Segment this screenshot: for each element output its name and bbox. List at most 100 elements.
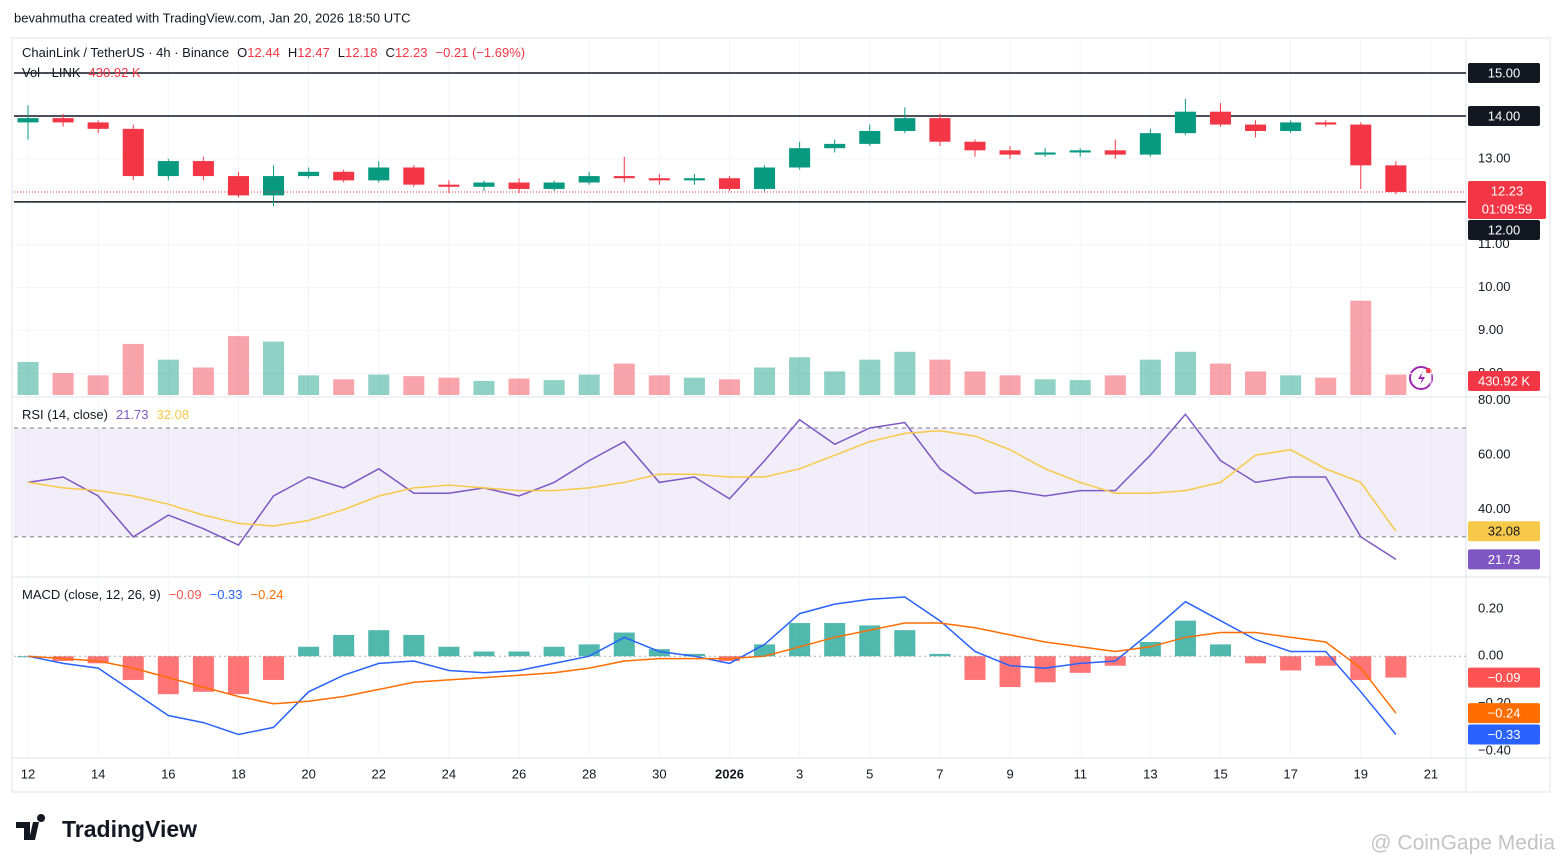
legend: MACD (close, 12, 26, 9) −0.09 −0.33 −0.24	[22, 587, 283, 602]
ohlc-value: 12.47	[297, 45, 330, 60]
rsi-band	[14, 427, 1466, 537]
candle-body	[718, 178, 740, 189]
x-tick-label: 19	[1354, 766, 1368, 781]
x-tick-label: 3	[796, 766, 803, 781]
histogram-bar	[1034, 656, 1056, 683]
volume-bar	[1174, 351, 1196, 395]
y-tick-label: 0.00	[1478, 648, 1503, 663]
volume-bar	[1139, 359, 1161, 395]
candle-body	[227, 176, 249, 196]
candle-body	[1034, 152, 1056, 155]
volume-bar	[508, 378, 530, 395]
volume-bar	[824, 371, 846, 395]
x-tick-label: 28	[582, 766, 596, 781]
volume-bar	[227, 336, 249, 395]
volume-bar	[87, 375, 109, 395]
x-tick-label: 13	[1143, 766, 1157, 781]
histogram-bar	[1385, 656, 1407, 678]
candle-body	[298, 171, 320, 177]
volume-bar	[929, 359, 951, 395]
volume-legend: Vol · LINK 430.92 K	[22, 65, 141, 80]
last-value-label-box	[1468, 724, 1540, 745]
candle-body	[789, 148, 811, 168]
countdown: 01:09:59	[1482, 201, 1533, 216]
candle-body	[87, 122, 109, 129]
level-label-box	[1468, 105, 1540, 126]
candle-body	[578, 176, 600, 183]
histogram-bar	[368, 630, 390, 657]
volume-bar	[1104, 375, 1126, 395]
x-tick-label: 12	[21, 766, 35, 781]
y-tick-label: 80.00	[1478, 392, 1511, 407]
alert-icon[interactable]	[1409, 366, 1433, 390]
candle-body	[17, 118, 39, 123]
volume-bar	[683, 377, 705, 395]
candle-body	[122, 128, 144, 177]
y-tick-label: 0.20	[1478, 600, 1503, 615]
volume-value: 430.92 K	[89, 65, 141, 80]
candle-body	[754, 167, 776, 189]
x-tick-label: 2026	[715, 766, 744, 781]
price-box	[1468, 180, 1546, 219]
x-tick-label: 14	[91, 766, 105, 781]
x-tick-label: 24	[442, 766, 456, 781]
candle-body	[52, 118, 74, 123]
volume-bar	[543, 380, 565, 395]
level-label: 14.00	[1488, 108, 1521, 123]
histogram-bar	[648, 649, 670, 657]
volume-bar	[192, 367, 214, 395]
x-tick-label: 21	[1424, 766, 1438, 781]
candle-body	[894, 118, 916, 132]
legend: RSI (14, close) 21.73 32.08	[22, 407, 189, 422]
candle-body	[1280, 122, 1302, 132]
indicator-title: RSI (14, close)	[22, 407, 108, 422]
legend: ChainLink / TetherUS · 4h · Binance O12.4…	[22, 45, 525, 60]
volume-bar	[17, 362, 39, 395]
volume-bar	[754, 367, 776, 395]
volume-bar	[122, 343, 144, 395]
histogram-bar	[613, 632, 635, 657]
indicator-line	[27, 596, 1397, 736]
candle-body	[438, 184, 460, 187]
volume-bar	[613, 363, 635, 395]
x-tick-label: 20	[301, 766, 315, 781]
last-value-label-box	[1468, 703, 1540, 724]
level-label: 15.00	[1488, 65, 1521, 80]
candle-body	[613, 176, 635, 179]
logo-text: TradingView	[62, 816, 197, 842]
candle-body	[999, 150, 1021, 155]
histogram-bar	[964, 656, 986, 680]
ohlc-label: C	[386, 45, 395, 60]
last-value-label: −0.09	[1488, 670, 1521, 685]
last-value-label: −0.24	[1488, 706, 1521, 721]
histogram-bar	[1245, 656, 1267, 664]
volume-bar	[859, 359, 881, 395]
change: −0.21 (−1.69%)	[435, 45, 525, 60]
histogram-bar	[1174, 620, 1196, 657]
candle-body	[1350, 124, 1372, 166]
volume-bar	[894, 351, 916, 395]
histogram-bar	[789, 623, 811, 657]
ohlc-label: H	[288, 45, 297, 60]
logo-icon	[16, 814, 46, 840]
volume-bar	[964, 371, 986, 395]
volume-bar	[648, 375, 670, 395]
volume-bar	[368, 374, 390, 395]
x-tick-label: 9	[1006, 766, 1013, 781]
x-tick-label: 30	[652, 766, 666, 781]
x-tick-label: 26	[512, 766, 526, 781]
candle-body	[263, 176, 285, 196]
alert-bolt[interactable]	[1418, 371, 1425, 385]
volume-bar	[403, 376, 425, 395]
volume-bar	[438, 377, 460, 395]
candle-body	[508, 182, 530, 189]
volume-bar	[157, 359, 179, 395]
legend-value: 21.73	[116, 407, 149, 422]
candle-body	[1209, 111, 1232, 125]
y-tick-label: 13.00	[1478, 150, 1511, 165]
candle-body	[683, 178, 705, 181]
histogram-bar	[859, 625, 881, 657]
candle-body	[368, 167, 390, 181]
histogram-bar	[543, 646, 565, 657]
price-label: 12.23	[1491, 183, 1524, 198]
